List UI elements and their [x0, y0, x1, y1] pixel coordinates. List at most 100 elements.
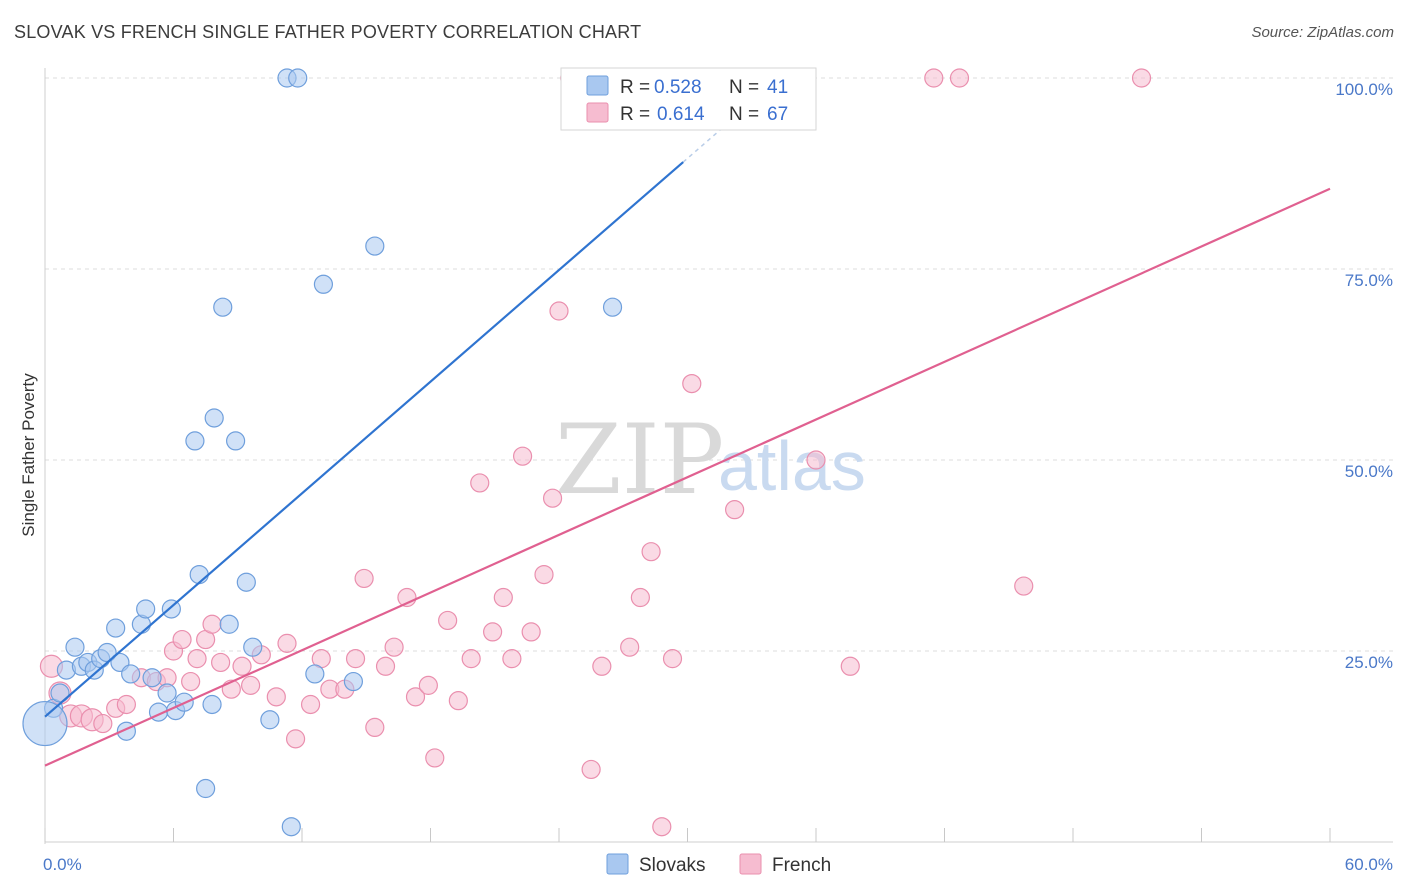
legend-n-value: 67 [767, 104, 788, 125]
french-point [405, 687, 426, 707]
french-point [300, 694, 321, 715]
y-tick-label: 75.0% [1345, 271, 1393, 290]
french-point [1131, 68, 1152, 88]
slovak-point [602, 297, 623, 317]
french-point [542, 488, 563, 508]
bottom-legend-swatch-french [739, 853, 762, 875]
french-point [806, 450, 826, 470]
slovak-point [343, 671, 363, 692]
slovak-point [196, 778, 216, 799]
french-point [682, 374, 702, 394]
slovak-point [226, 431, 246, 451]
legend-swatch-french [586, 102, 609, 123]
french-point [93, 713, 113, 734]
french-point [266, 687, 286, 707]
slovak-point [202, 694, 222, 715]
slovak-point [50, 683, 70, 703]
slovak-point [219, 614, 239, 634]
y-axis-title: Single Father Poverty [19, 373, 38, 537]
bottom-legend-slovaks: Slovaks [639, 855, 706, 876]
french-point [448, 691, 468, 711]
french-point [285, 729, 306, 749]
legend-r-label: R = [620, 77, 650, 98]
french-trend-line [44, 187, 1331, 767]
slovak-point [189, 564, 209, 585]
french-point [493, 587, 513, 608]
french-point [384, 637, 404, 657]
slovak-point [65, 637, 85, 657]
slovak-point [260, 710, 280, 730]
bottom-legend-swatch-slovaks [606, 853, 629, 875]
french-point [592, 656, 612, 676]
french-point [202, 614, 222, 634]
bottom-legend-french: French [772, 855, 831, 876]
legend-box: R = 0.528 N = 41 R = 0.614 N = 67 [560, 67, 817, 131]
slovak-point [121, 664, 141, 684]
y-tick-labels: 25.0% 50.0% 75.0% 100.0% [1335, 80, 1393, 672]
watermark: ZIP atlas [555, 404, 866, 516]
french-point [172, 629, 192, 650]
slovak-point [185, 431, 205, 451]
legend-r-value: 0.528 [654, 77, 702, 98]
trend-lines [44, 111, 1331, 767]
source-label: Source: ZipAtlas.com [1251, 24, 1394, 41]
french-point [512, 446, 533, 466]
x-tick-label: 0.0% [43, 855, 82, 874]
legend-r-label: R = [620, 104, 650, 125]
slovak-point [305, 664, 325, 684]
slovak-trend-line [44, 161, 684, 718]
slovak-point [365, 236, 385, 256]
french-point [502, 649, 522, 669]
slovak-point [236, 572, 256, 592]
slovak-point [288, 68, 308, 88]
french-point [840, 656, 860, 676]
slovak-point [204, 408, 224, 428]
french-point [725, 500, 745, 520]
french-point [630, 587, 650, 608]
french-point [521, 622, 541, 642]
slovak-point [106, 618, 126, 638]
french-point [662, 649, 683, 669]
bottom-legend: Slovaks French [606, 853, 831, 876]
x-tick-label: 60.0% [1345, 855, 1393, 874]
slovak-point [157, 683, 177, 703]
slovak-point [22, 700, 68, 747]
slovak-point [313, 274, 334, 294]
slovak-point [142, 668, 162, 688]
legend-n-label: N = [729, 104, 759, 125]
french-point [949, 68, 970, 88]
french-point [375, 656, 396, 676]
french-point [241, 675, 261, 695]
y-tick-label: 100.0% [1335, 80, 1393, 99]
chart-title: SLOVAK VS FRENCH SINGLE FATHER POVERTY C… [14, 22, 642, 42]
french-point [470, 473, 490, 493]
french-point [425, 748, 445, 768]
french-point [365, 717, 385, 738]
french-point [438, 610, 458, 631]
watermark-zip: ZIP [555, 404, 724, 516]
french-point [549, 301, 569, 321]
legend-r-value: 0.614 [657, 104, 705, 125]
legend-swatch-slovaks [586, 75, 609, 96]
french-point [461, 649, 481, 669]
french-point [181, 671, 201, 692]
slovak-point [136, 599, 156, 619]
french-point [116, 694, 136, 715]
y-tick-label: 50.0% [1345, 462, 1393, 481]
watermark-atlas: atlas [718, 427, 866, 505]
french-point [277, 633, 297, 653]
french-point [620, 637, 640, 657]
legend-n-value: 41 [767, 77, 788, 98]
french-point [187, 649, 207, 669]
french-point [652, 817, 672, 837]
french-point [581, 759, 601, 780]
slovak-point [243, 637, 263, 657]
grid-lines [45, 77, 1393, 652]
slovak-points [22, 68, 623, 837]
french-point [924, 68, 944, 88]
legend-n-label: N = [729, 77, 759, 98]
french-point [641, 542, 661, 562]
french-point [232, 656, 252, 676]
french-point [211, 652, 231, 673]
